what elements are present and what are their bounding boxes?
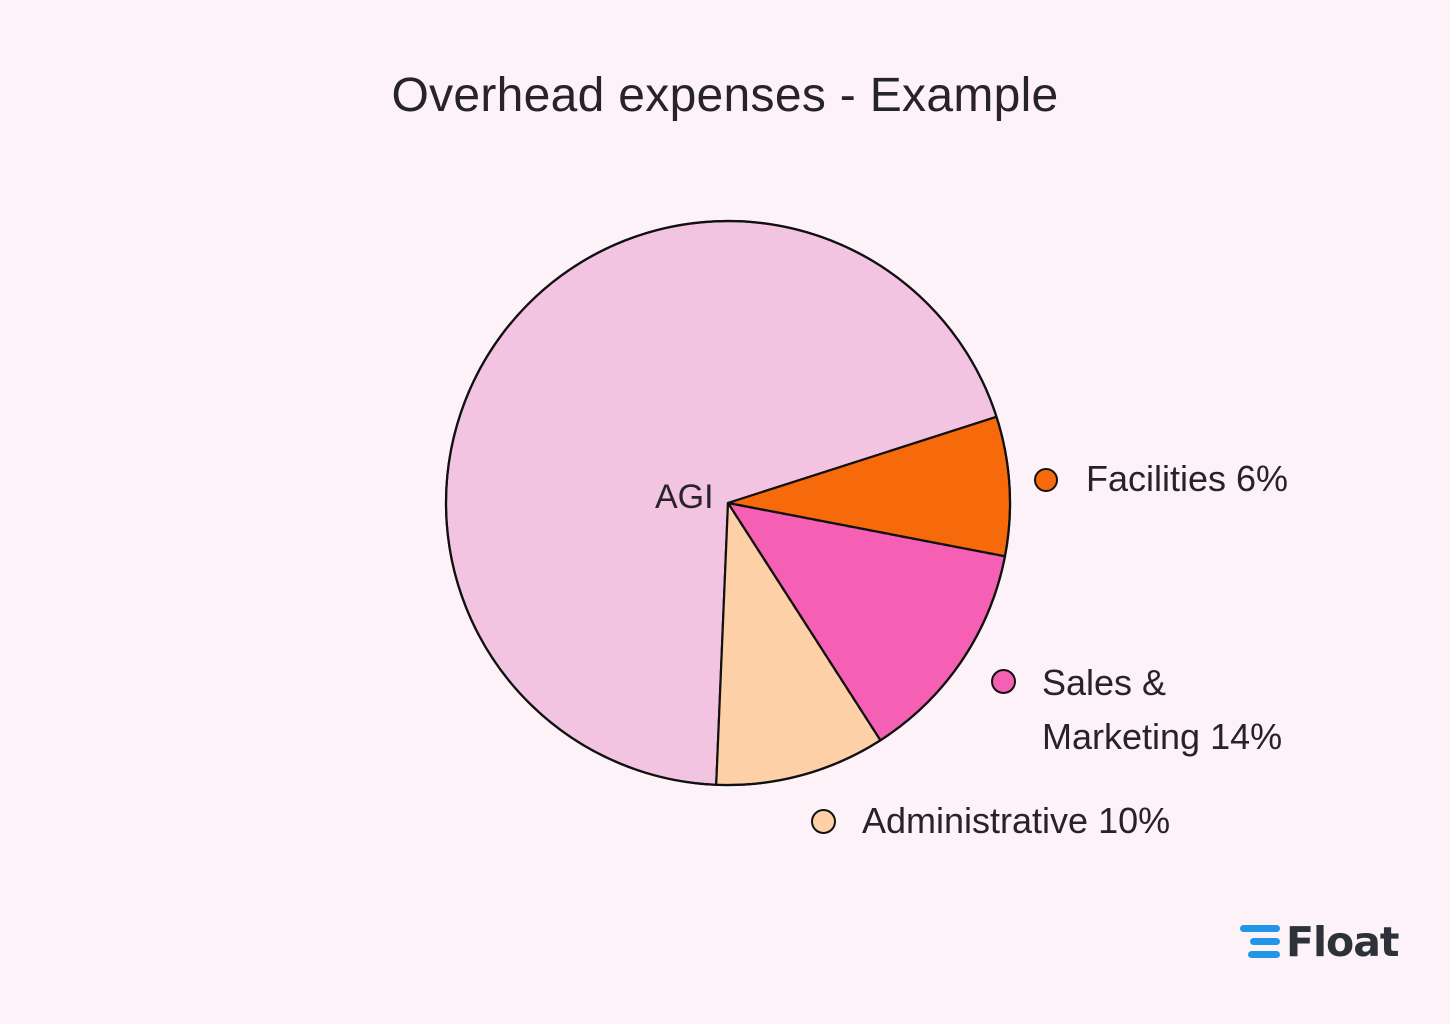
float-logo-bars-icon xyxy=(1240,924,1282,960)
legend-label-administrative: Administrative 10% xyxy=(862,800,1171,841)
separator-dashed xyxy=(727,501,1006,558)
pie-outline xyxy=(444,219,1012,787)
chart-title: Overhead expenses - Example xyxy=(391,69,1059,122)
separator-dashed xyxy=(727,502,882,741)
legend-dot-facilities-icon xyxy=(1034,468,1058,492)
float-logo: Float xyxy=(1240,918,1399,966)
agi-label: AGI xyxy=(655,478,714,516)
float-logo-text: Float xyxy=(1286,918,1399,966)
legend-dot-sales-marketing-icon xyxy=(991,669,1016,694)
legend-dot-administrative-icon xyxy=(811,809,836,834)
legend-label-sales-marketing-line1: Sales & xyxy=(1042,662,1167,703)
legend-label-facilities: Facilities 6% xyxy=(1086,458,1289,499)
legend-label-sales-marketing-line2: Marketing 14% xyxy=(1042,716,1283,757)
